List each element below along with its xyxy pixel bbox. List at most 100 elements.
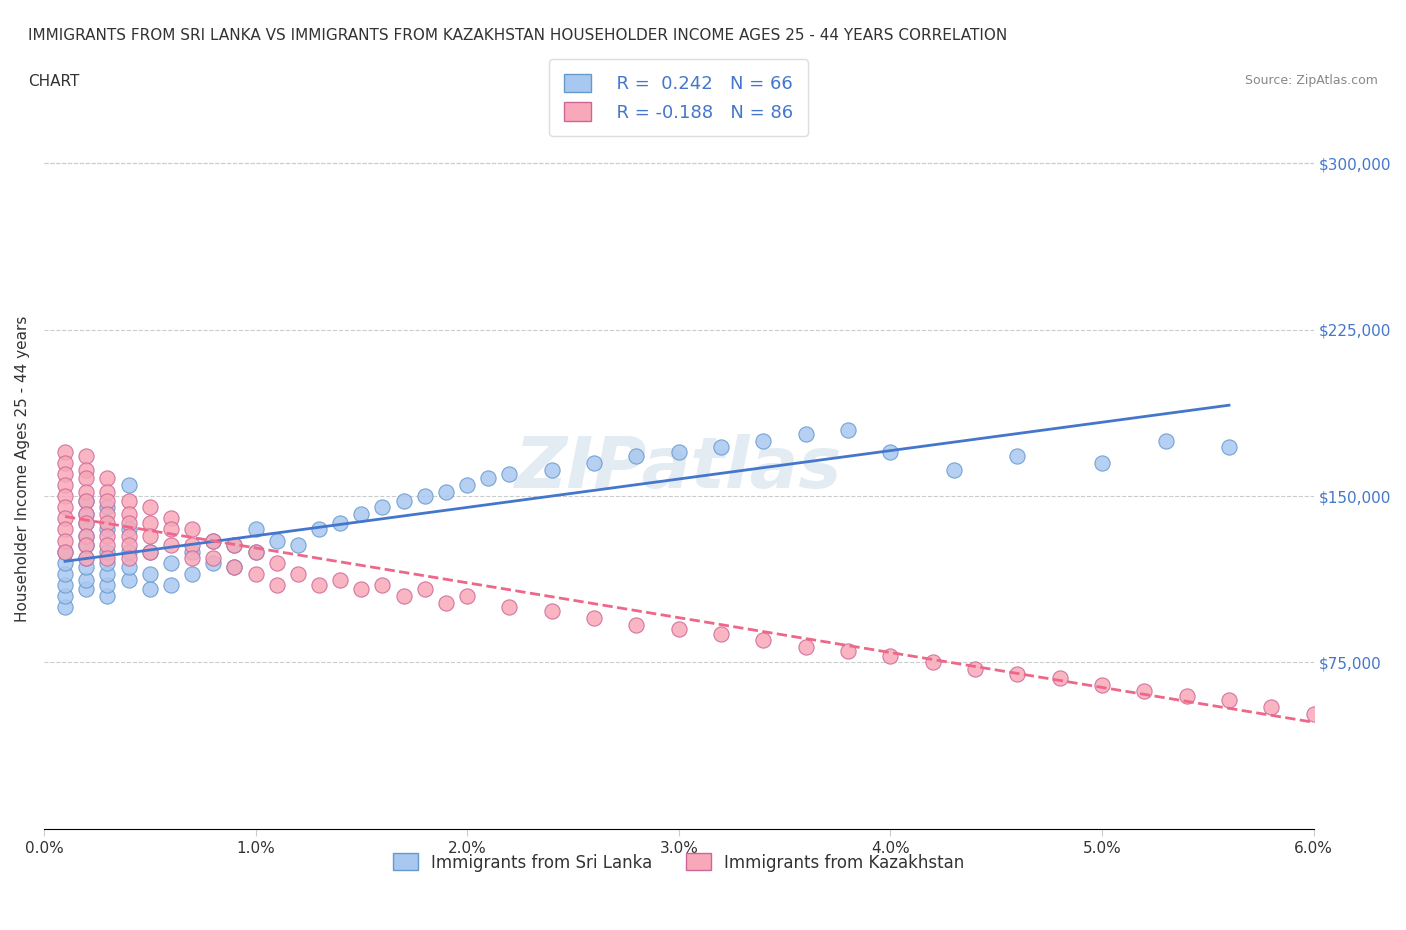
Point	[456, 478, 478, 493]
Point	[160, 555, 183, 570]
Point	[371, 499, 394, 514]
Point	[117, 507, 139, 522]
Point	[371, 578, 394, 592]
Point	[96, 528, 118, 543]
Point	[498, 467, 520, 482]
Point	[117, 493, 139, 508]
Point	[53, 499, 76, 514]
Point	[53, 511, 76, 525]
Point	[75, 515, 97, 530]
Point	[626, 449, 648, 464]
Point	[287, 538, 309, 552]
Point	[879, 648, 901, 663]
Point	[202, 555, 225, 570]
Point	[245, 566, 267, 581]
Point	[266, 555, 288, 570]
Point	[96, 485, 118, 499]
Point	[75, 507, 97, 522]
Point	[75, 462, 97, 477]
Point	[752, 433, 775, 448]
Point	[477, 471, 499, 485]
Point	[96, 507, 118, 522]
Point	[117, 544, 139, 559]
Point	[583, 456, 606, 471]
Point	[75, 573, 97, 588]
Point	[1091, 456, 1114, 471]
Point	[308, 578, 330, 592]
Point	[96, 515, 118, 530]
Point	[53, 533, 76, 548]
Point	[138, 544, 160, 559]
Point	[879, 445, 901, 459]
Point	[75, 538, 97, 552]
Point	[138, 544, 160, 559]
Text: ZIPatlas: ZIPatlas	[515, 434, 842, 503]
Y-axis label: Householder Income Ages 25 - 44 years: Householder Income Ages 25 - 44 years	[15, 315, 30, 621]
Point	[138, 499, 160, 514]
Point	[96, 493, 118, 508]
Point	[75, 471, 97, 485]
Point	[710, 626, 733, 641]
Point	[75, 493, 97, 508]
Point	[75, 493, 97, 508]
Point	[224, 560, 246, 575]
Point	[1007, 666, 1029, 681]
Point	[138, 582, 160, 597]
Legend: Immigrants from Sri Lanka, Immigrants from Kazakhstan: Immigrants from Sri Lanka, Immigrants fr…	[387, 846, 972, 878]
Point	[794, 427, 817, 442]
Point	[224, 560, 246, 575]
Point	[1091, 677, 1114, 692]
Point	[498, 600, 520, 615]
Point	[1302, 706, 1324, 721]
Point	[160, 522, 183, 537]
Point	[413, 582, 436, 597]
Text: CHART: CHART	[28, 74, 80, 89]
Point	[75, 449, 97, 464]
Point	[160, 578, 183, 592]
Point	[245, 522, 267, 537]
Point	[1388, 715, 1406, 730]
Point	[96, 538, 118, 552]
Point	[202, 533, 225, 548]
Point	[181, 544, 204, 559]
Point	[456, 589, 478, 604]
Point	[96, 544, 118, 559]
Point	[117, 551, 139, 565]
Point	[53, 578, 76, 592]
Point	[53, 600, 76, 615]
Point	[181, 538, 204, 552]
Point	[308, 522, 330, 537]
Point	[96, 566, 118, 581]
Point	[668, 445, 690, 459]
Point	[224, 538, 246, 552]
Point	[181, 566, 204, 581]
Point	[75, 485, 97, 499]
Point	[53, 589, 76, 604]
Point	[138, 528, 160, 543]
Point	[96, 551, 118, 565]
Point	[1260, 699, 1282, 714]
Point	[53, 544, 76, 559]
Point	[138, 515, 160, 530]
Point	[266, 578, 288, 592]
Point	[75, 560, 97, 575]
Point	[53, 544, 76, 559]
Point	[413, 488, 436, 503]
Point	[392, 493, 415, 508]
Point	[1218, 440, 1240, 455]
Point	[117, 515, 139, 530]
Point	[75, 551, 97, 565]
Point	[752, 633, 775, 648]
Point	[117, 560, 139, 575]
Point	[434, 485, 457, 499]
Point	[668, 622, 690, 637]
Point	[160, 538, 183, 552]
Text: IMMIGRANTS FROM SRI LANKA VS IMMIGRANTS FROM KAZAKHSTAN HOUSEHOLDER INCOME AGES : IMMIGRANTS FROM SRI LANKA VS IMMIGRANTS …	[28, 28, 1007, 43]
Point	[1049, 671, 1071, 685]
Point	[1154, 433, 1177, 448]
Point	[75, 582, 97, 597]
Point	[245, 544, 267, 559]
Point	[53, 488, 76, 503]
Point	[626, 618, 648, 632]
Point	[540, 462, 562, 477]
